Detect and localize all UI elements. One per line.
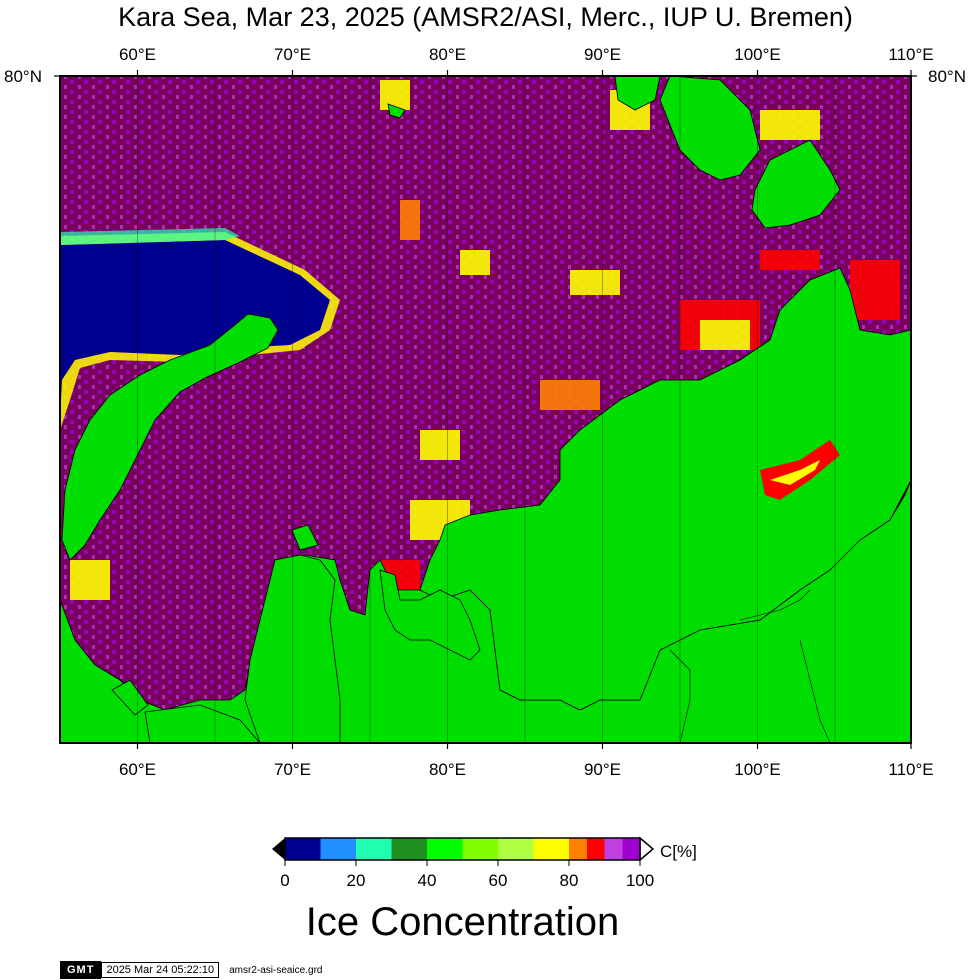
lon-label-top-90: 90°E (584, 45, 621, 64)
colorbar-cell (622, 838, 640, 860)
severnaya-zemlya-land (659, 76, 761, 181)
lon-label-bottom-110: 110°E (888, 760, 933, 779)
colorbar-label: Ice Concentration (305, 900, 620, 944)
gmt-logo: GMT (60, 961, 102, 979)
gydan-land (379, 569, 481, 661)
colorbar: 0 20 40 60 80 100 C[%] (272, 836, 697, 890)
colorbar-unit: C[%] (660, 842, 697, 861)
lon-label-top-70: 70°E (274, 45, 311, 64)
colorbar-cell (391, 838, 427, 860)
colorbar-cell (498, 838, 534, 860)
colorbar-tick-label: 0 (280, 871, 289, 890)
lon-label-bottom-70: 70°E (274, 760, 311, 779)
gmt-footer: GMT 2025 Mar 24 05:22:10 amsr2-asi-seaic… (60, 961, 323, 979)
timestamp: 2025 Mar 24 05:22:10 (101, 962, 220, 978)
colorbar-cell (533, 838, 569, 860)
page-title: Kara Sea, Mar 23, 2025 (AMSR2/ASI, Merc.… (118, 2, 853, 32)
taymyr-land (419, 267, 911, 711)
colorbar-cell (356, 838, 392, 860)
lon-label-bottom-60: 60°E (119, 760, 156, 779)
open-water-region (60, 240, 330, 420)
lon-label-top-80: 80°E (429, 45, 466, 64)
lat-label-right: 80°N (928, 67, 966, 86)
colorbar-cell (427, 838, 463, 860)
colorbar-cell (586, 838, 605, 860)
colorbar-cell (462, 838, 498, 860)
graticule (137, 76, 836, 743)
land (60, 76, 911, 743)
colorbar-cell (285, 838, 321, 860)
colorbar-tick-label: 60 (489, 871, 508, 890)
novaya-zemlya-land (61, 313, 279, 561)
lon-label-top-110: 110°E (888, 45, 933, 64)
colorbar-tick-label: 100 (626, 871, 654, 890)
colorbar-low-triangle (272, 838, 285, 860)
lat-label-left: 80°N (4, 67, 42, 86)
lon-label-top-100: 100°E (734, 45, 781, 64)
colorbar-tick-label: 40 (418, 871, 437, 890)
lon-label-top-60: 60°E (119, 45, 156, 64)
colorbar-tick-label: 80 (560, 871, 579, 890)
ice-field (60, 76, 911, 743)
colorbar-cell (604, 838, 623, 860)
colorbar-tick-label: 20 (347, 871, 366, 890)
lon-label-bottom-80: 80°E (429, 760, 466, 779)
colorbar-high-triangle (639, 836, 655, 862)
lon-label-bottom-90: 90°E (584, 760, 621, 779)
colorbar-cell (320, 838, 356, 860)
colorbar-cell (569, 838, 587, 860)
filename: amsr2-asi-seaice.grd (229, 964, 323, 976)
ticks (54, 70, 917, 749)
map-frame (59, 75, 912, 744)
lon-label-bottom-100: 100°E (734, 760, 781, 779)
